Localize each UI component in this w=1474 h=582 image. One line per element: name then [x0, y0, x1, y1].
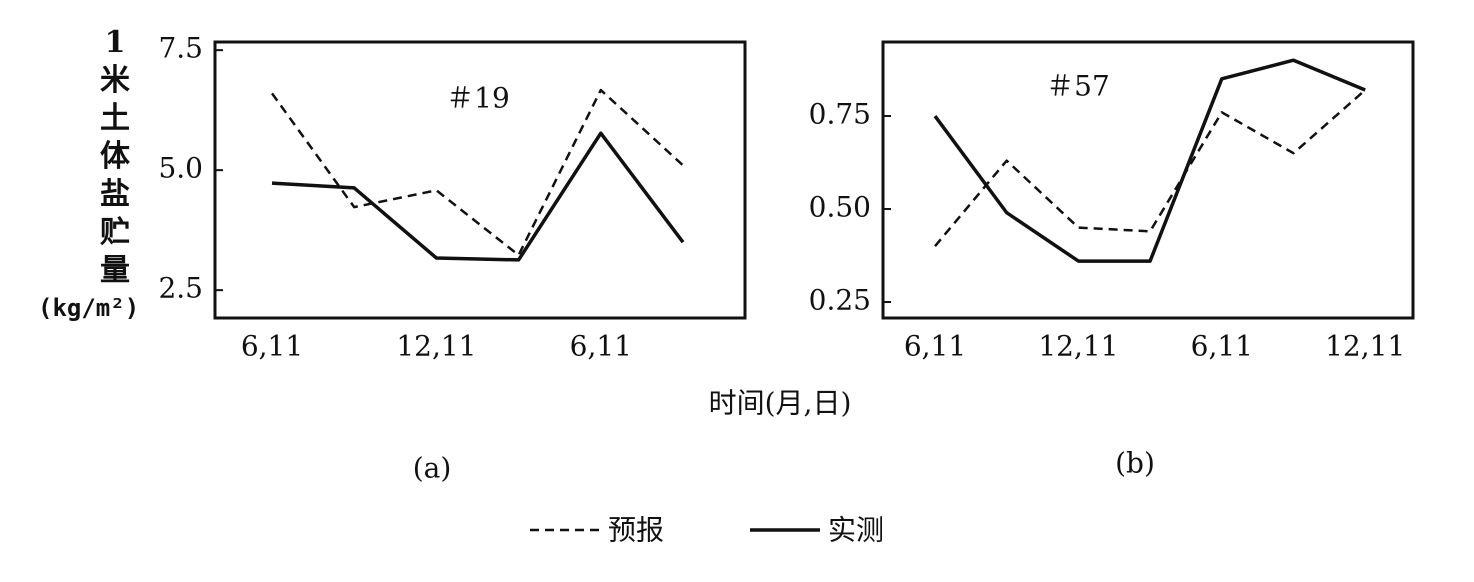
subtitle: (b) [1115, 447, 1155, 480]
y-tick-label: 2.5 [158, 272, 203, 305]
y-tick-label: 5.0 [158, 152, 203, 185]
x-tick-label: 12,11 [396, 330, 476, 363]
series-line [934, 89, 1367, 248]
x-tick-label: 6,11 [570, 330, 632, 363]
legend-label: 预报 [608, 514, 664, 547]
plot-frame [213, 40, 747, 320]
y-tick-label: 7.5 [158, 32, 203, 65]
x-tick-label: 6,11 [1191, 330, 1253, 363]
series-line [933, 58, 1366, 263]
y-tick-label: 0.50 [809, 191, 871, 224]
annotation: ＃57 [1046, 70, 1110, 103]
y-axis-label: 1米土体盐贮量 [100, 25, 130, 288]
x-axis-label: 时间(月,日) [709, 387, 852, 420]
x-tick-label: 12,11 [1038, 330, 1118, 363]
y-axis-unit: (kg/m²) [38, 294, 140, 322]
x-tick-label: 12,11 [1325, 330, 1405, 363]
y-tick-label: 0.25 [809, 284, 871, 317]
series-line [271, 131, 685, 262]
x-tick-label: 6,11 [241, 330, 303, 363]
y-tick-label: 0.75 [809, 98, 871, 131]
plot-frame [881, 40, 1415, 320]
legend-label: 实测 [828, 514, 884, 547]
series-line [270, 88, 684, 257]
subtitle: (a) [413, 452, 452, 485]
annotation: ＃19 [446, 82, 510, 115]
x-tick-label: 6,11 [904, 330, 966, 363]
